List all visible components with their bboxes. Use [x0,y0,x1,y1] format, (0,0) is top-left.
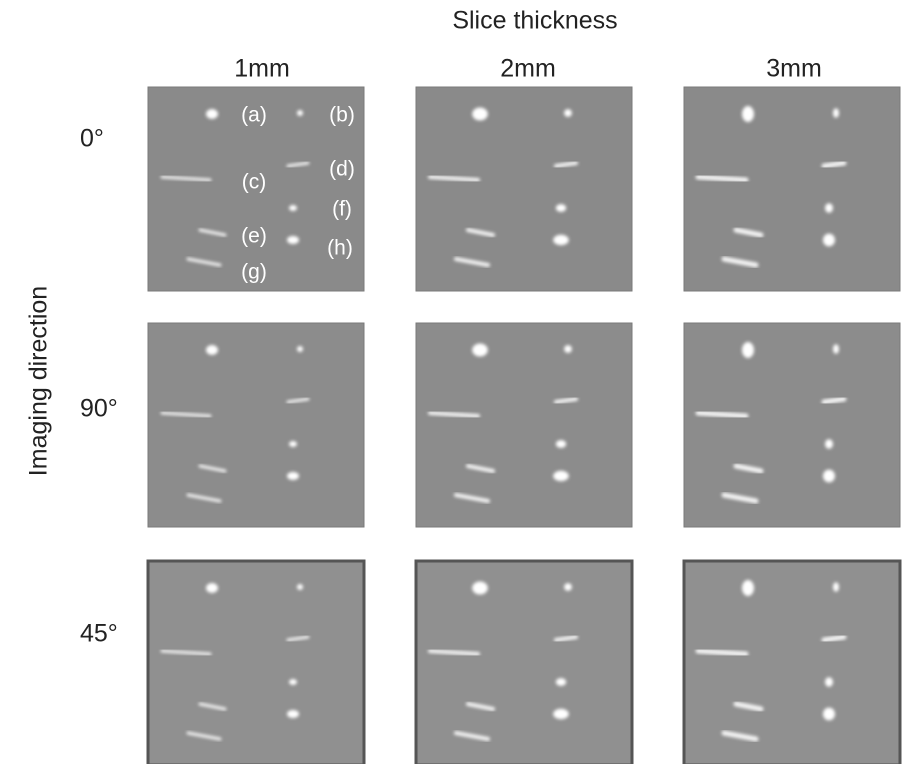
bright-spot [825,677,833,687]
marker-label: (g) [241,261,267,284]
bright-spot [553,235,569,245]
image-panel [148,323,364,527]
bright-spot [472,108,488,121]
bright-spot [472,582,488,595]
bright-spot [556,440,566,448]
row-header-title: Imaging direction [25,286,53,476]
bright-spot [206,345,218,355]
bright-spot [564,345,572,353]
bright-spot [553,709,569,719]
bright-spot [289,441,297,447]
image-panel [416,561,632,764]
bright-spot [833,108,839,118]
marker-label: (b) [329,104,355,127]
bright-spot [825,439,833,449]
marker-label: (a) [241,104,267,127]
column-label: 1mm [234,55,290,83]
bright-streak [824,637,844,640]
figure: Slice thickness Imaging direction 1mm 2mm… [0,0,904,764]
bright-spot [823,234,835,247]
column-label: 2mm [500,55,556,83]
bright-spot [297,584,303,590]
marker-label: (f) [332,198,352,221]
column-label: 3mm [766,55,822,83]
image-panel [684,323,900,527]
bright-spot [206,109,218,119]
image-panel [416,87,632,291]
bright-spot [564,109,572,117]
bright-streak [824,163,844,166]
panel-background [416,87,632,291]
bright-spot [742,106,754,122]
bright-spot [287,236,299,244]
panel-background [684,323,900,527]
bright-spot [825,203,833,213]
column-header-title: Slice thickness [452,7,617,35]
bright-spot [289,679,297,685]
panel-background [684,87,900,291]
bright-spot [472,344,488,357]
bright-streak [698,651,746,654]
bright-spot [833,582,839,592]
image-panel [684,561,900,764]
panel-background [148,561,364,764]
bright-spot [564,583,572,591]
bright-spot [556,678,566,686]
bright-spot [287,710,299,718]
row-label: 45° [80,620,118,648]
marker-label: (e) [241,225,267,248]
panel-background [416,561,632,764]
image-panel [148,561,364,764]
bright-spot [823,708,835,721]
panel-background [416,323,632,527]
bright-spot [289,205,297,211]
bright-spot [556,204,566,212]
panel-background [148,323,364,527]
bright-spot [297,110,303,116]
bright-spot [833,344,839,354]
bright-spot [287,472,299,480]
image-panel [416,323,632,527]
bright-spot [553,471,569,481]
marker-label: (c) [242,171,267,194]
bright-spot [823,470,835,483]
bright-spot [742,580,754,596]
bright-streak [698,177,746,180]
bright-streak [698,413,746,416]
panel-background [684,561,900,764]
marker-label: (d) [329,158,355,181]
bright-spot [206,583,218,593]
marker-label: (h) [327,237,353,260]
bright-spot [297,346,303,352]
row-label: 0° [80,125,104,153]
bright-streak [824,399,844,402]
image-panel [684,87,900,291]
row-label: 90° [80,395,118,423]
bright-spot [742,342,754,358]
